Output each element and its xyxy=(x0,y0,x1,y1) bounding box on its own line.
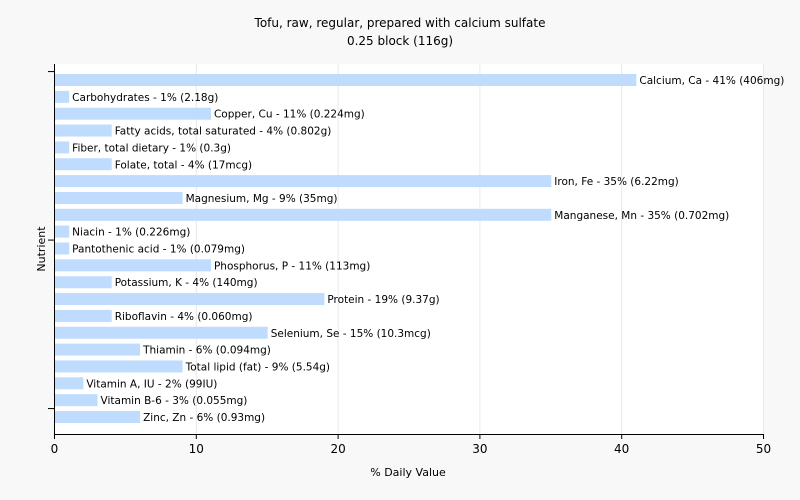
x-tick-labels: 0 10 20 30 40 50 xyxy=(51,442,771,456)
bar xyxy=(55,242,70,255)
bar-label: Manganese, Mn - 35% (0.702mg) xyxy=(554,210,729,222)
bar xyxy=(55,74,637,86)
bar xyxy=(55,309,112,322)
bar xyxy=(55,158,112,171)
bar xyxy=(55,225,70,238)
bar xyxy=(55,141,70,154)
bar xyxy=(55,259,211,272)
bar-label: Zinc, Zn - 6% (0.93mg) xyxy=(143,412,265,424)
bar xyxy=(55,107,211,120)
bar-label: Vitamin A, IU - 2% (99IU) xyxy=(86,378,217,390)
x-tick-label: 40 xyxy=(614,442,629,456)
bar-label: Potassium, K - 4% (140mg) xyxy=(115,277,258,289)
bar xyxy=(55,191,183,204)
x-axis-title: % Daily Value xyxy=(370,466,446,479)
x-tick-label: 30 xyxy=(472,442,487,456)
bar-label: Copper, Cu - 11% (0.224mg) xyxy=(214,109,365,121)
bar-label: Thiamin - 6% (0.094mg) xyxy=(142,345,271,357)
bar-labels-group: Calcium, Ca - 41% (406mg) Carbohydrates -… xyxy=(72,75,784,424)
bar xyxy=(55,343,141,356)
chart-title: Tofu, raw, regular, prepared with calciu… xyxy=(254,16,546,30)
bar xyxy=(55,293,325,306)
y-axis-title: Nutrient xyxy=(35,226,48,272)
bars-group xyxy=(55,74,637,423)
bar-label: Fatty acids, total saturated - 4% (0.802… xyxy=(115,126,332,138)
bar-label: Phosphorus, P - 11% (113mg) xyxy=(214,260,370,272)
bar-label: Total lipid (fat) - 9% (5.54g) xyxy=(185,361,330,373)
bar xyxy=(55,175,552,188)
bar-label: Vitamin B-6 - 3% (0.055mg) xyxy=(101,395,248,407)
bar-label: Selenium, Se - 15% (10.3mcg) xyxy=(271,328,431,340)
bar xyxy=(55,394,98,407)
bar xyxy=(55,124,112,137)
x-tick-label: 50 xyxy=(756,442,771,456)
bar xyxy=(55,360,183,373)
axes-group xyxy=(48,64,764,439)
bar-label: Riboflavin - 4% (0.060mg) xyxy=(115,311,253,323)
bar xyxy=(55,377,84,390)
x-tick-label: 0 xyxy=(51,442,59,456)
bar-label: Folate, total - 4% (17mcg) xyxy=(115,159,252,171)
x-tick-label: 10 xyxy=(189,442,204,456)
bar xyxy=(55,208,552,221)
bar xyxy=(55,411,141,423)
chart-subtitle: 0.25 block (116g) xyxy=(347,34,453,48)
bar-label: Niacin - 1% (0.226mg) xyxy=(72,227,190,239)
bar-label: Calcium, Ca - 41% (406mg) xyxy=(639,75,784,87)
bar-label: Magnesium, Mg - 9% (35mg) xyxy=(186,193,338,205)
bar-label: Fiber, total dietary - 1% (0.3g) xyxy=(72,142,231,154)
bar-label: Protein - 19% (9.37g) xyxy=(327,294,439,306)
bar xyxy=(55,326,268,339)
bar xyxy=(55,90,70,103)
bar-label: Carbohydrates - 1% (2.18g) xyxy=(72,92,218,104)
bar-label: Pantothenic acid - 1% (0.079mg) xyxy=(72,244,245,256)
x-tick-label: 20 xyxy=(330,442,345,456)
bar-label: Iron, Fe - 35% (6.22mg) xyxy=(554,176,678,188)
bar xyxy=(55,276,112,289)
